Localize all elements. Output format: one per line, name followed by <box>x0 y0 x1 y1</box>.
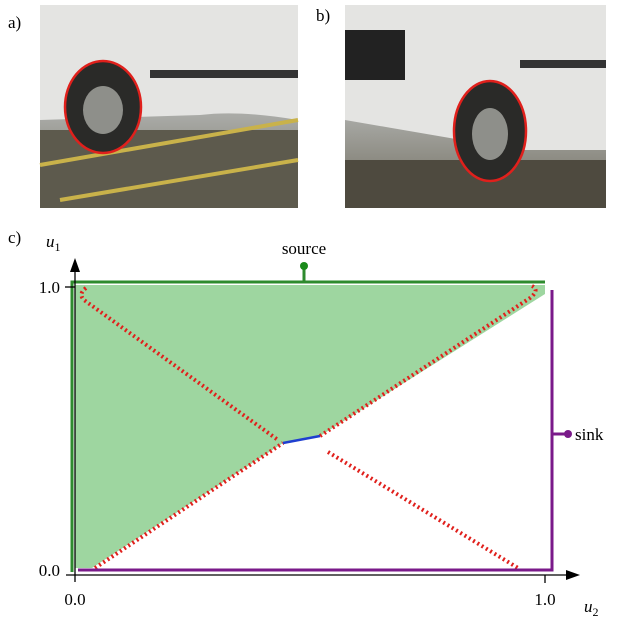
x-axis-label: u2 <box>584 597 599 618</box>
source-region <box>75 285 545 568</box>
photo-b <box>345 5 606 208</box>
panel-label: a) <box>8 13 21 32</box>
label-part: 2 <box>593 605 599 618</box>
x-tick-label: 0.0 <box>64 590 85 609</box>
photo-a <box>40 5 298 208</box>
label-part: 1 <box>55 240 61 254</box>
y-tick-label: 0.0 <box>39 561 60 580</box>
label-part: u <box>584 597 593 616</box>
source-node <box>300 262 308 270</box>
label-part: u <box>46 232 55 251</box>
sink-label: sink <box>575 425 604 444</box>
source-label: source <box>282 239 326 258</box>
y-tick-label: 1.0 <box>39 278 60 297</box>
y-axis-label: u1 <box>46 232 61 254</box>
x-tick-label: 1.0 <box>534 590 555 609</box>
panel-label: c) <box>8 228 21 247</box>
panel-label: b) <box>316 6 330 25</box>
sink-node <box>564 430 572 438</box>
axis-arrow <box>566 570 580 580</box>
axis-arrow <box>70 258 80 272</box>
figure: a) b) c) u1 u2 1.0 0.0 0.0 1.0 source si… <box>0 0 638 618</box>
